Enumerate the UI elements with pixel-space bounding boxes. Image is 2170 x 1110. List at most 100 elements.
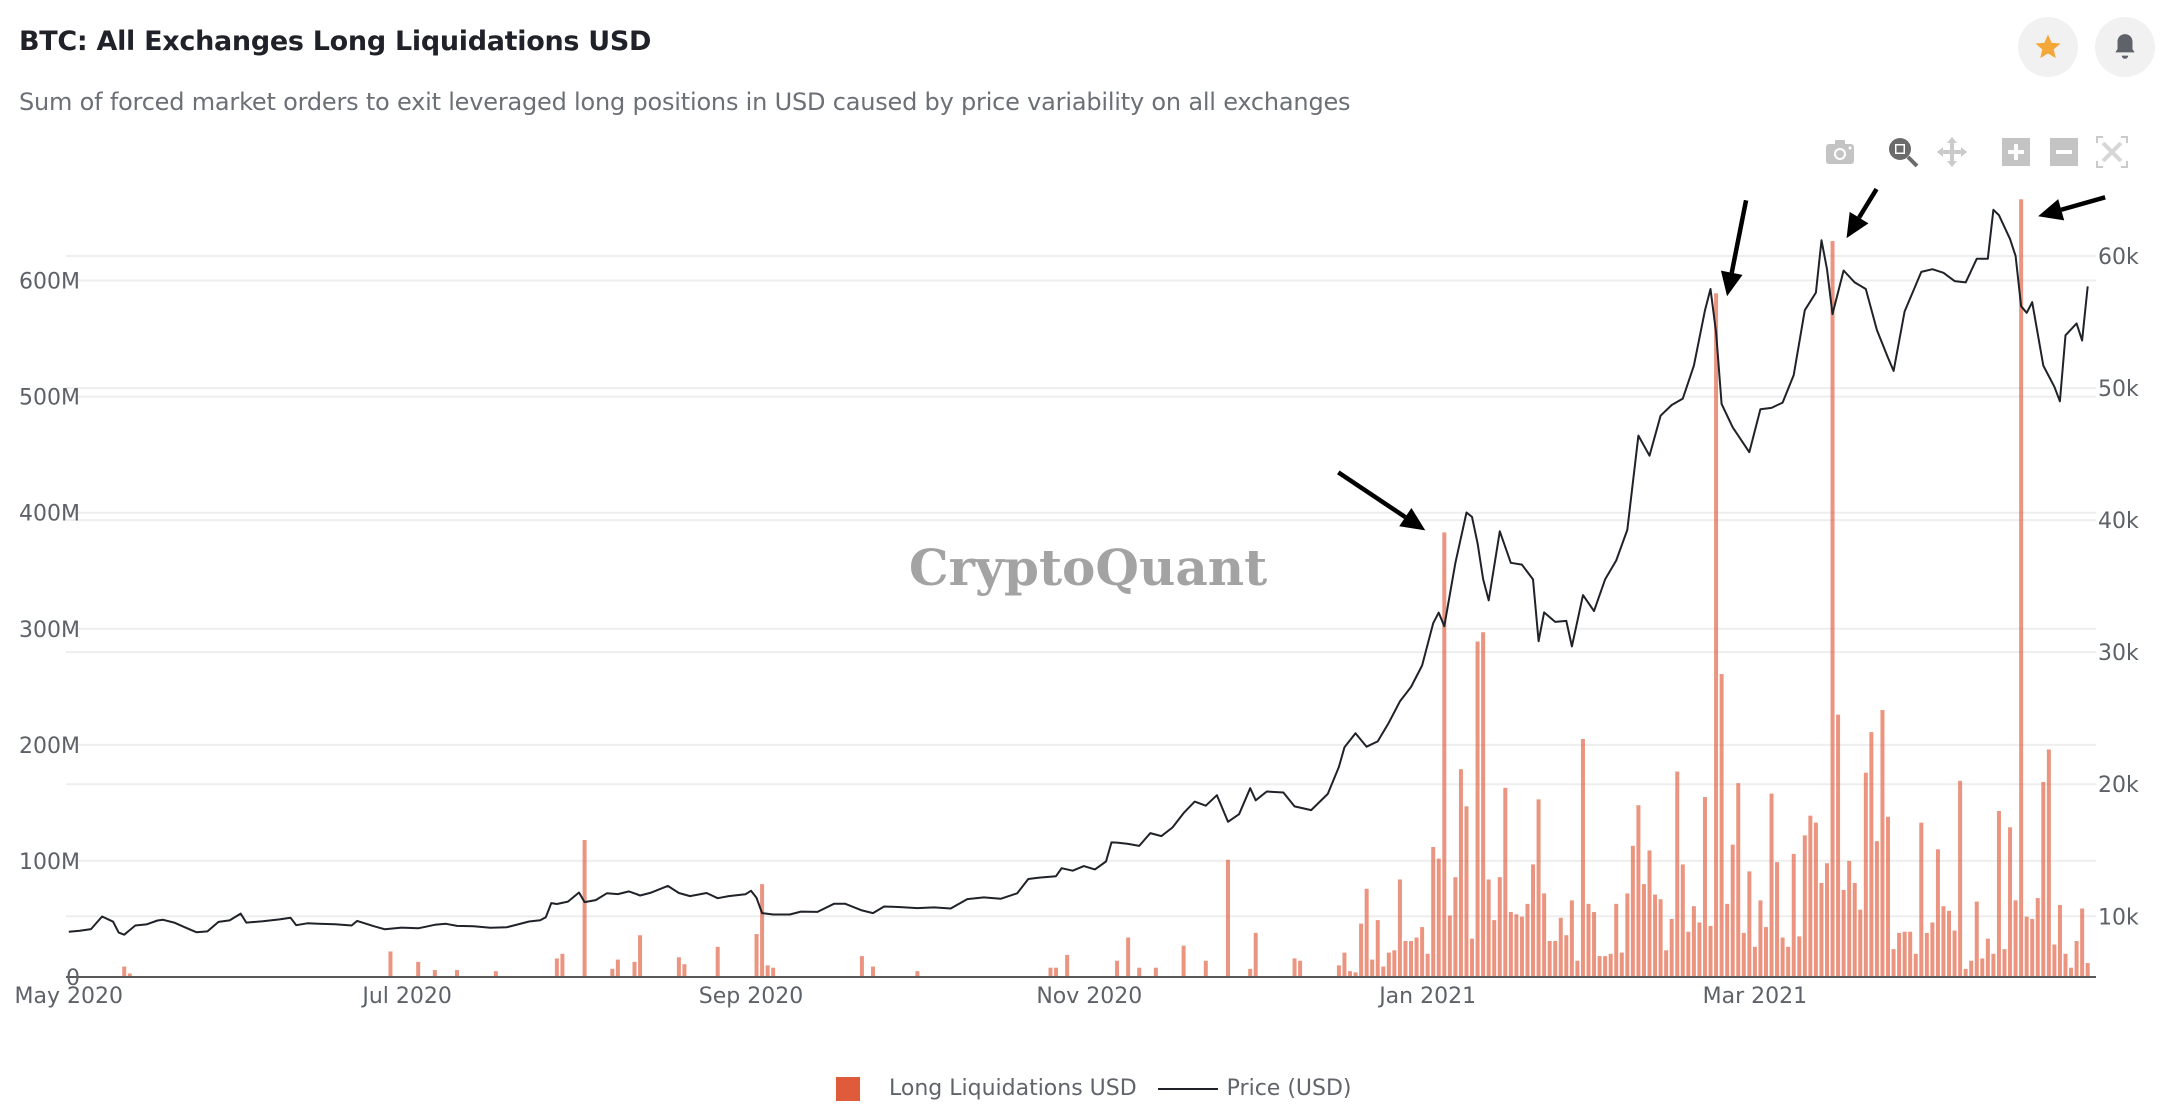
liquidation-bar[interactable] [1225, 859, 1230, 977]
liquidation-bar[interactable] [1425, 953, 1430, 977]
liquidation-bar[interactable] [2024, 916, 2029, 977]
liquidation-bar[interactable] [1547, 941, 1552, 977]
liquidation-bar[interactable] [2069, 967, 2074, 977]
liquidation-bar[interactable] [1752, 946, 1757, 977]
liquidation-bar[interactable] [416, 961, 421, 977]
liquidation-bar[interactable] [2057, 905, 2062, 977]
liquidation-bar[interactable] [1592, 911, 1597, 977]
liquidation-bar[interactable] [1348, 971, 1352, 977]
liquidation-bar[interactable] [493, 971, 498, 977]
liquidation-bar[interactable] [2035, 898, 2040, 977]
liquidation-bar[interactable] [1364, 888, 1369, 977]
liquidation-bar[interactable] [1991, 953, 1996, 977]
liquidation-bar[interactable] [1497, 877, 1502, 977]
liquidation-bar[interactable] [859, 956, 864, 977]
liquidation-bar[interactable] [1924, 932, 1929, 977]
liquidation-bar[interactable] [1791, 853, 1796, 977]
liquidation-bar[interactable] [1436, 858, 1441, 977]
liquidation-bar[interactable] [1941, 906, 1946, 977]
liquidation-bar[interactable] [2008, 827, 2013, 977]
liquidation-bar[interactable] [1403, 941, 1408, 977]
liquidation-bar[interactable] [1830, 241, 1835, 978]
liquidation-bar[interactable] [455, 970, 460, 977]
zoom-out-button[interactable] [2048, 136, 2080, 168]
liquidation-bar[interactable] [1841, 889, 1846, 977]
liquidation-bar[interactable] [682, 964, 687, 977]
liquidation-bar[interactable] [1874, 841, 1879, 977]
liquidation-bar[interactable] [2019, 199, 2024, 977]
liquidation-bar[interactable] [2074, 941, 2079, 977]
liquidation-bar[interactable] [1181, 945, 1186, 977]
liquidation-bar[interactable] [1486, 879, 1491, 977]
liquidation-bar[interactable] [1115, 960, 1120, 977]
liquidation-bar[interactable] [1054, 967, 1059, 977]
liquidation-bar[interactable] [1458, 769, 1463, 977]
liquidation-bar[interactable] [1342, 952, 1347, 977]
liquidation-bar[interactable] [1974, 901, 1979, 977]
liquidation-bar[interactable] [1897, 932, 1902, 977]
liquidation-bar[interactable] [1630, 845, 1635, 977]
liquidation-bar[interactable] [1375, 920, 1380, 977]
liquidation-bar[interactable] [1464, 806, 1469, 977]
liquidation-bar[interactable] [1608, 953, 1613, 977]
liquidation-bar[interactable] [1292, 958, 1297, 977]
liquidation-bar[interactable] [1747, 871, 1752, 977]
liquidation-bar[interactable] [1697, 922, 1702, 977]
liquidation-bar[interactable] [1908, 931, 1913, 977]
liquidation-bar[interactable] [1564, 935, 1569, 977]
liquidation-bar[interactable] [1675, 771, 1680, 977]
liquidation-bar[interactable] [1825, 863, 1829, 977]
liquidation-bar[interactable] [1619, 952, 1624, 977]
liquidation-bar[interactable] [1736, 783, 1741, 977]
liquidation-bar[interactable] [1442, 532, 1447, 977]
liquidation-bar[interactable] [1963, 968, 1968, 977]
liquidation-bar[interactable] [1397, 879, 1402, 977]
liquidation-bar[interactable] [1614, 903, 1619, 977]
liquidation-bar[interactable] [1886, 816, 1891, 977]
liquidation-bar[interactable] [1958, 780, 1963, 977]
liquidation-bar[interactable] [610, 968, 615, 977]
liquidation-bar[interactable] [1763, 927, 1768, 977]
liquidation-bar[interactable] [2063, 953, 2068, 977]
liquidation-bar[interactable] [1775, 862, 1780, 977]
legend-label-liquidations[interactable]: Long Liquidations USD [889, 1076, 1137, 1101]
liquidation-bar[interactable] [1481, 632, 1486, 977]
liquidation-bar[interactable] [1708, 925, 1713, 977]
liquidation-bar[interactable] [1741, 932, 1746, 977]
download-plot-button[interactable] [1824, 136, 1856, 168]
liquidation-bar[interactable] [122, 966, 127, 977]
liquidation-bar[interactable] [1603, 956, 1608, 977]
liquidation-bar[interactable] [1597, 956, 1602, 977]
liquidation-bar[interactable] [1913, 953, 1918, 977]
liquidation-bar[interactable] [1153, 967, 1158, 977]
liquidation-bar[interactable] [2002, 949, 2007, 977]
liquidation-bar[interactable] [1470, 938, 1475, 977]
liquidation-bar[interactable] [1935, 849, 1940, 977]
liquidation-bar[interactable] [1902, 931, 1907, 977]
liquidation-bar[interactable] [1536, 799, 1541, 977]
liquidation-bar[interactable] [1298, 960, 1303, 977]
liquidation-bar[interactable] [1503, 787, 1508, 977]
liquidation-bar[interactable] [1625, 893, 1630, 977]
liquidation-bar[interactable] [1669, 918, 1674, 977]
zoom-in-button[interactable] [2000, 136, 2032, 168]
liquidation-bar[interactable] [1431, 846, 1436, 977]
liquidation-bar[interactable] [1919, 822, 1924, 977]
liquidation-bar[interactable] [1370, 959, 1375, 977]
liquidation-bar[interactable] [1359, 923, 1364, 977]
liquidation-bar[interactable] [1725, 903, 1730, 977]
liquidation-bar[interactable] [1719, 674, 1724, 977]
liquidation-bar[interactable] [1847, 860, 1852, 977]
liquidation-bar[interactable] [1414, 937, 1419, 977]
liquidation-bar[interactable] [1065, 954, 1070, 977]
liquidation-bar[interactable] [1930, 922, 1935, 977]
liquidation-bar[interactable] [1947, 910, 1952, 977]
alert-button[interactable] [2095, 17, 2155, 77]
liquidation-bar[interactable] [1447, 915, 1452, 977]
liquidation-bar[interactable] [915, 971, 920, 977]
liquidation-bar[interactable] [1647, 850, 1652, 977]
liquidation-bar[interactable] [1702, 797, 1707, 977]
liquidation-bar[interactable] [1786, 946, 1791, 977]
liquidation-bar[interactable] [1586, 903, 1591, 977]
liquidation-bar[interactable] [1048, 967, 1053, 977]
